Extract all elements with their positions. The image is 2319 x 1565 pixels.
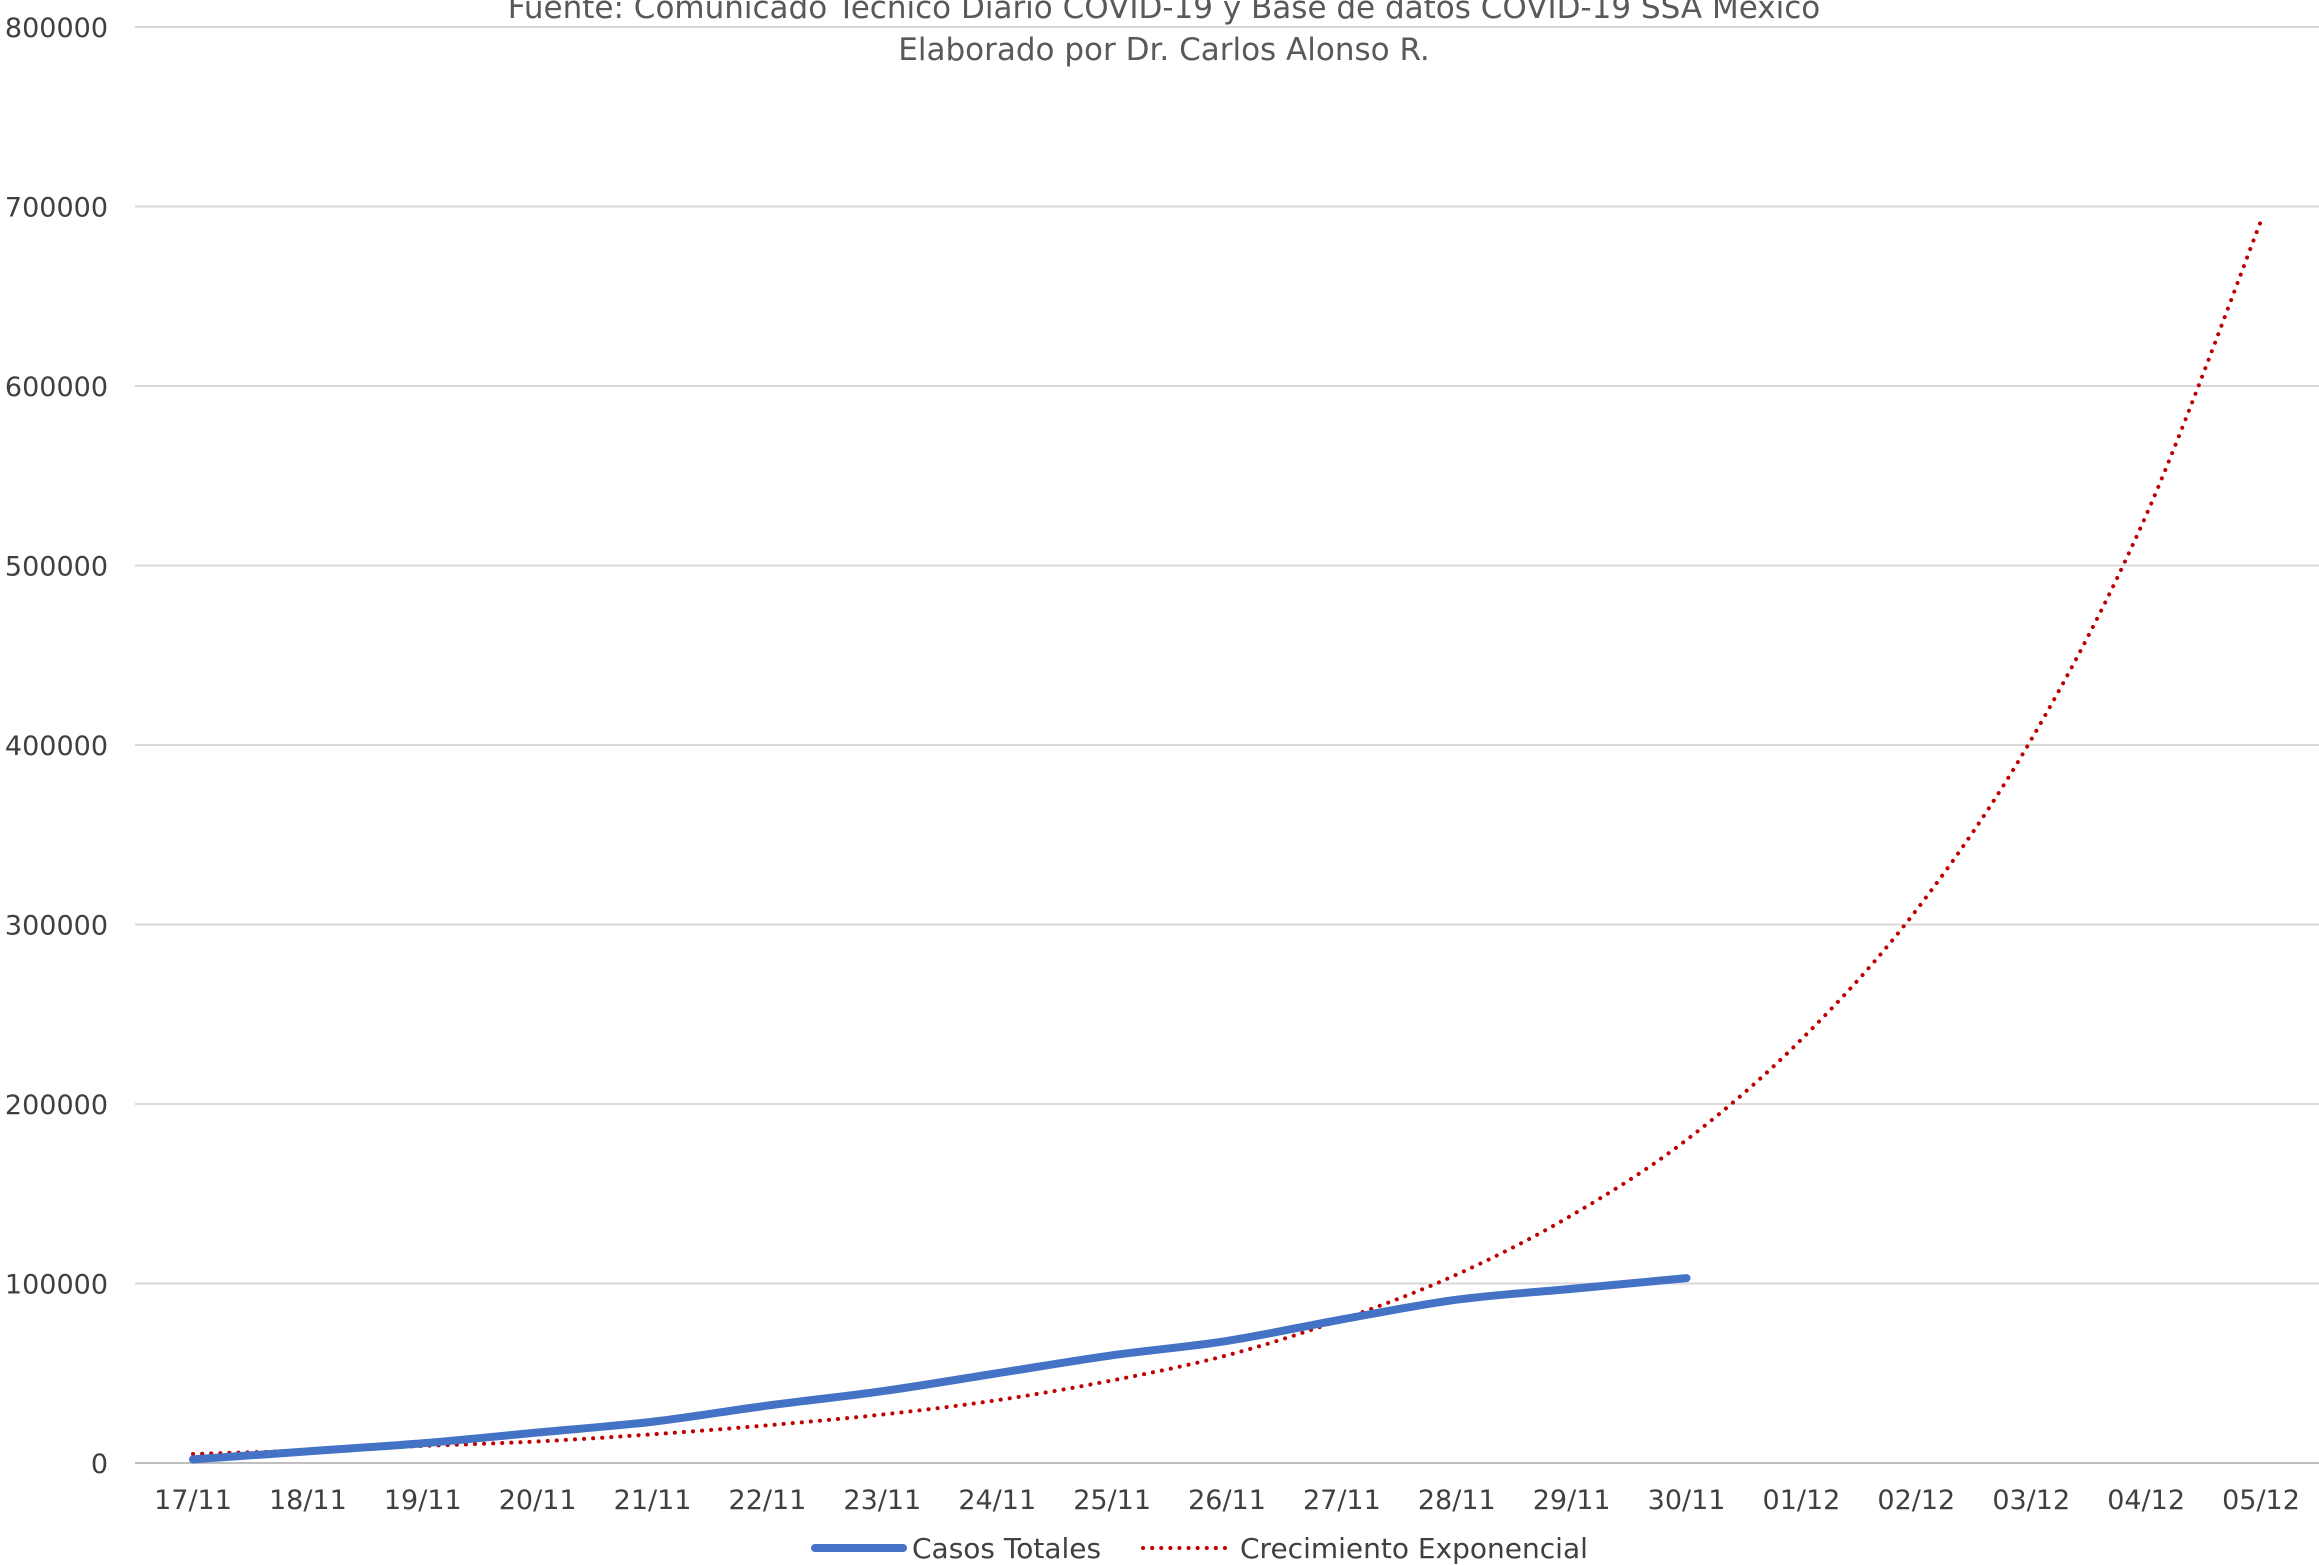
- x-tick-label: 27/11: [1303, 1485, 1381, 1516]
- title-line-source: Fuente: Comunicado Técnico Diario COVID-…: [508, 0, 1820, 26]
- x-tick-label: 24/11: [958, 1485, 1036, 1516]
- x-tick-label: 17/11: [154, 1485, 232, 1516]
- y-tick-label: 800000: [5, 13, 108, 44]
- x-tick-label: 25/11: [1073, 1485, 1151, 1516]
- legend-label-casos-totales: Casos Totales: [912, 1532, 1101, 1565]
- y-tick-label: 500000: [5, 552, 108, 583]
- y-tick-label: 400000: [5, 731, 108, 762]
- legend-label-crecimiento-exponencial: Crecimiento Exponencial: [1240, 1532, 1588, 1565]
- y-tick-label: 0: [91, 1449, 108, 1480]
- x-axis-tick-labels: 17/11 18/11 19/11 20/11 21/11 22/11 23/11 24/11…: [154, 1485, 2300, 1516]
- title-line-author: Elaborado por Dr. Carlos Alonso R.: [898, 32, 1429, 68]
- x-tick-label: 30/11: [1648, 1485, 1726, 1516]
- y-tick-label: 200000: [5, 1090, 108, 1121]
- x-tick-label: 01/12: [1763, 1485, 1841, 1516]
- y-axis-tick-labels: 0 100000 200000 300000 400000 500000 600000 700…: [5, 13, 108, 1480]
- x-tick-label: 04/12: [2107, 1485, 2185, 1516]
- y-tick-label: 100000: [5, 1270, 108, 1301]
- gridlines: [135, 26, 2319, 1464]
- x-tick-label: 22/11: [729, 1485, 807, 1516]
- x-tick-label: 26/11: [1188, 1485, 1266, 1516]
- x-tick-label: 02/12: [1877, 1485, 1955, 1516]
- legend: Casos Totales Crecimiento Exponencial: [811, 1532, 1588, 1565]
- x-tick-label: 18/11: [269, 1485, 347, 1516]
- x-tick-label: 21/11: [614, 1485, 692, 1516]
- y-tick-label: 300000: [5, 911, 108, 942]
- series-line-crecimiento-exponencial: [191, 218, 2263, 1457]
- y-tick-label: 600000: [5, 372, 108, 403]
- x-tick-label: 05/12: [2222, 1485, 2300, 1516]
- x-tick-label: 23/11: [843, 1485, 921, 1516]
- x-tick-label: 03/12: [1992, 1485, 2070, 1516]
- chart-title: Fuente: Comunicado Técnico Diario COVID-…: [508, 0, 1820, 68]
- x-tick-label: 29/11: [1533, 1485, 1611, 1516]
- series: [189, 218, 2263, 1464]
- series-line-casos-totales: [189, 1274, 1691, 1464]
- x-tick-label: 28/11: [1418, 1485, 1496, 1516]
- x-tick-label: 20/11: [499, 1485, 577, 1516]
- y-tick-label: 700000: [5, 193, 108, 224]
- x-tick-label: 19/11: [384, 1485, 462, 1516]
